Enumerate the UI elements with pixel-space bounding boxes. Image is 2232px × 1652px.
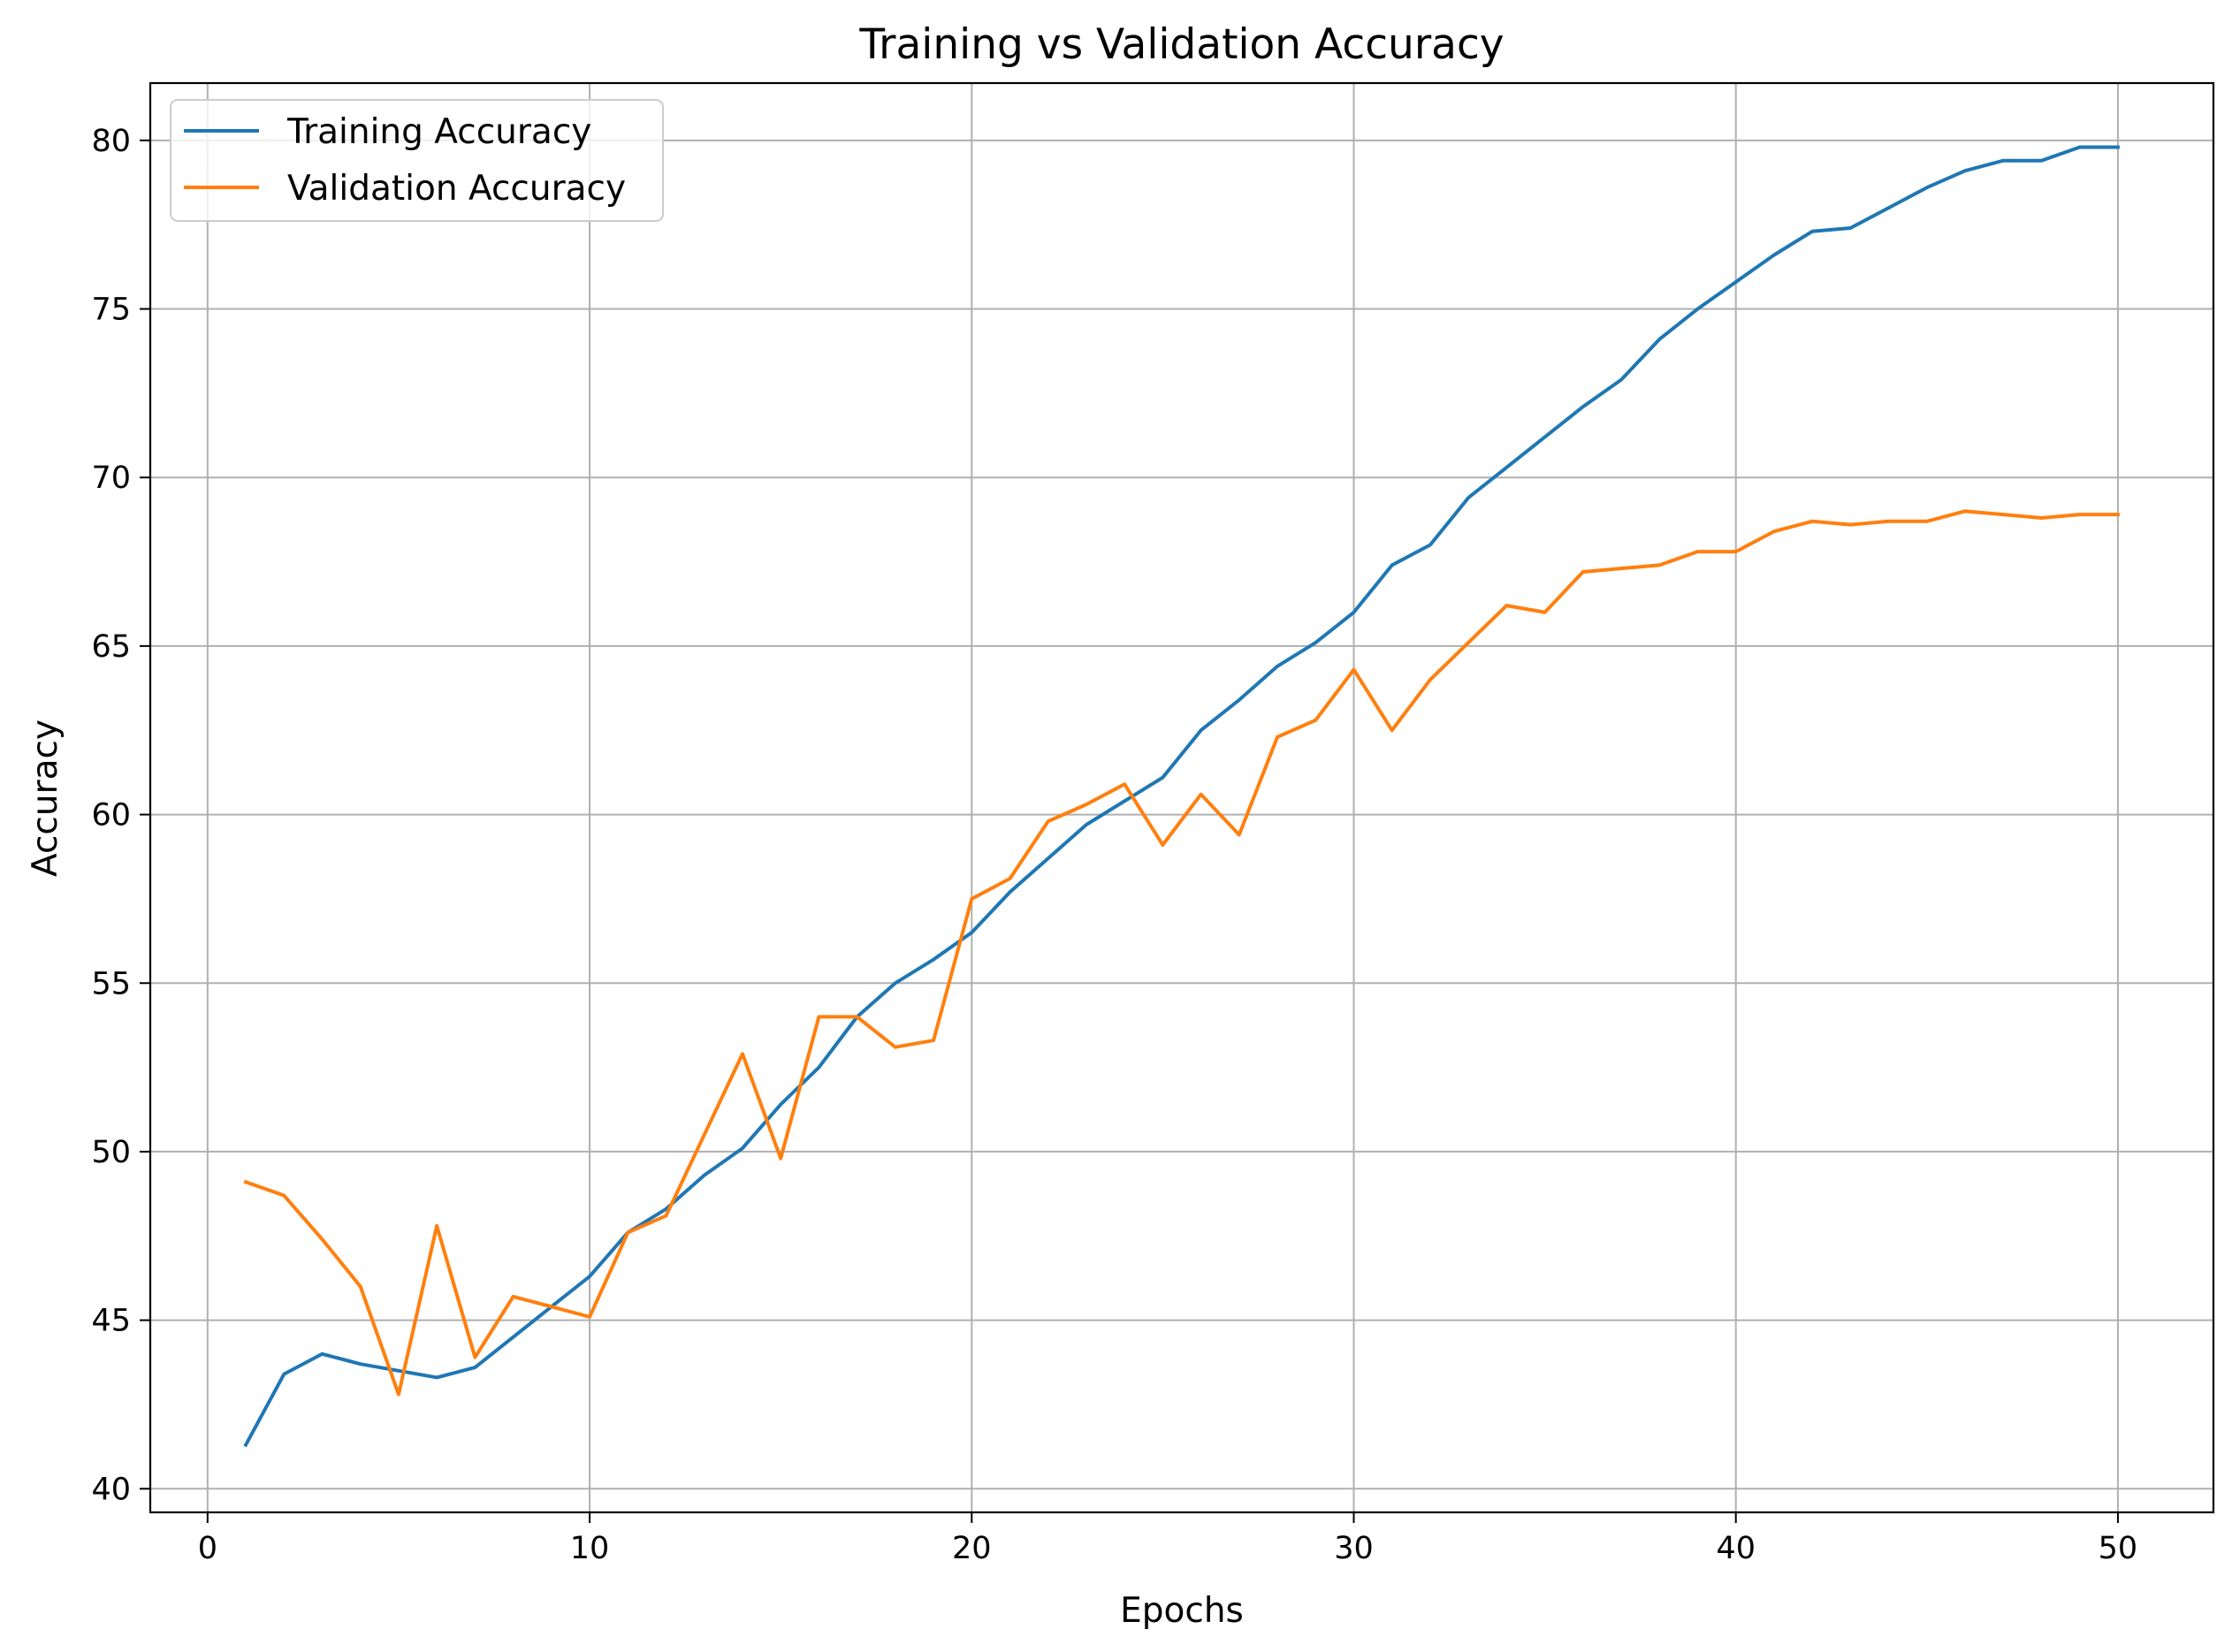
legend-label-training: Training Accuracy — [286, 112, 591, 152]
x-tick-label: 30 — [1334, 1531, 1374, 1566]
x-tick-label: 50 — [2099, 1531, 2138, 1566]
axis-ticks: 0 10 20 30 40 50 40 45 50 55 60 65 70 75 80 — [91, 124, 2137, 1566]
legend-label-validation: Validation Accuracy — [287, 169, 626, 209]
series-line-validation — [243, 509, 2120, 1397]
grid — [150, 83, 2213, 1512]
series-line-training — [243, 145, 2120, 1448]
y-tick-label: 65 — [91, 629, 131, 665]
y-tick-label: 70 — [91, 461, 131, 496]
chart-title: Training vs Validation Accuracy — [858, 20, 1504, 69]
x-axis-label: Epochs — [1120, 1591, 1244, 1631]
y-axis-label: Accuracy — [26, 719, 65, 877]
series-lines — [243, 145, 2120, 1448]
y-tick-label: 75 — [91, 293, 131, 328]
legend: Training Accuracy Validation Accuracy — [170, 99, 664, 222]
y-tick-label: 55 — [91, 966, 131, 1001]
x-tick-label: 0 — [198, 1531, 217, 1566]
x-tick-label: 20 — [952, 1531, 992, 1566]
y-tick-label: 60 — [91, 798, 131, 834]
x-tick-label: 40 — [1716, 1531, 1756, 1566]
y-tick-label: 40 — [91, 1472, 131, 1507]
plot-frame — [149, 81, 2215, 1514]
y-tick-label: 45 — [91, 1304, 131, 1339]
y-tick-label: 80 — [91, 124, 131, 159]
legend-box — [170, 99, 664, 222]
x-tick-label: 10 — [570, 1531, 610, 1566]
y-tick-label: 50 — [91, 1135, 131, 1170]
